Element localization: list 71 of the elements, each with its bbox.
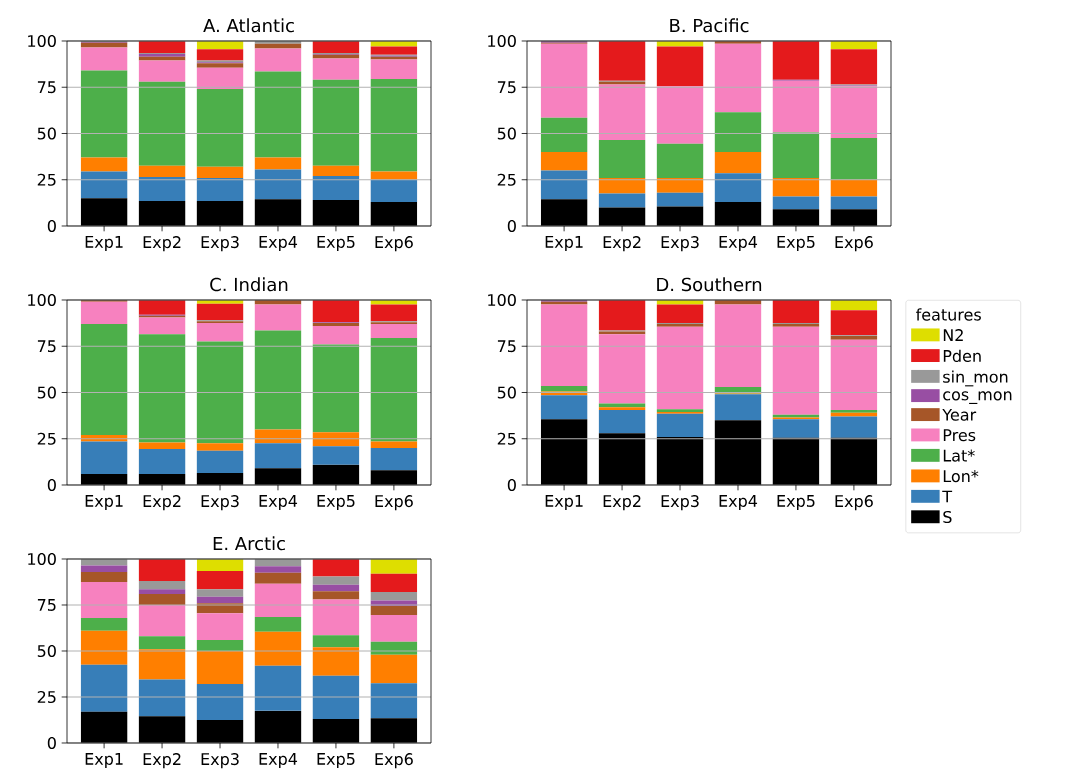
x-tick-label: Exp6 [835,495,873,511]
y-tick-label: 100 [28,552,56,566]
x-tick-label: Exp1 [85,236,123,252]
x-tick-label: Exp2 [143,753,181,769]
legend-label: N2 [943,329,963,341]
x-tick-label: Exp1 [85,753,123,769]
x-tick-label: Exp5 [777,236,815,252]
x-tick-label: Exp4 [719,495,758,511]
y-tick-label: 75 [497,340,516,353]
chart-title: D. Southern [657,277,762,292]
x-tick-label: Exp3 [201,495,239,511]
y-tick-label: 0 [47,736,56,750]
x-tick-label: Exp4 [259,236,298,252]
y-tick-label: 75 [37,81,56,94]
chart-title: E. Arctic [213,536,285,551]
legend-label: cos_mon [943,391,1012,404]
y-tick-label: 100 [488,293,516,307]
x-tick-label: Exp3 [201,753,239,769]
legend-label: T [942,490,953,503]
legend-label: Pres [943,429,976,442]
y-tick-label: 25 [497,432,516,445]
y-tick-label: 25 [37,432,56,445]
x-tick-label: Exp3 [661,495,699,511]
chart-title: B. Pacific [670,18,749,33]
y-tick-label: 50 [497,386,516,399]
y-tick-label: 0 [507,478,516,492]
legend-label: Lon* [943,470,979,483]
x-tick-label: Exp1 [545,236,583,252]
y-tick-label: 0 [507,219,516,233]
y-tick-label: 75 [37,340,56,353]
legend-label: Pden [943,349,981,363]
x-tick-label: Exp6 [835,236,873,252]
y-tick-label: 75 [37,599,56,611]
chart-title: A. Atlantic [203,18,294,33]
x-tick-label: Exp4 [259,495,298,511]
x-tick-label: Exp3 [661,236,699,252]
y-tick-label: 50 [37,127,56,140]
x-tick-label: Exp5 [317,495,355,511]
x-tick-label: Exp2 [143,236,181,252]
legend-label: sin_mon [943,370,1008,387]
legend-label: Year [942,408,977,421]
legend-label: S [943,510,952,524]
legend-title: features [915,308,981,321]
y-tick-label: 25 [497,173,516,186]
y-tick-label: 0 [47,219,56,233]
y-tick-label: 100 [488,34,516,48]
x-tick-label: Exp5 [317,236,355,252]
y-tick-label: 50 [37,386,56,399]
y-tick-label: 50 [497,127,516,140]
x-tick-label: Exp6 [375,495,413,511]
x-tick-label: Exp2 [143,495,181,511]
x-tick-label: Exp4 [259,753,298,769]
x-tick-label: Exp2 [603,236,641,252]
y-tick-label: 0 [47,478,56,492]
x-tick-label: Exp1 [545,495,583,511]
x-tick-label: Exp5 [317,753,355,769]
x-tick-label: Exp5 [777,495,815,511]
y-tick-label: 100 [28,34,56,48]
x-tick-label: Exp3 [201,236,239,252]
x-tick-label: Exp1 [85,495,123,511]
y-tick-label: 50 [37,644,56,658]
y-tick-label: 75 [497,81,516,94]
y-tick-label: 25 [37,690,56,704]
y-tick-label: 25 [37,173,56,186]
x-tick-label: Exp2 [603,495,641,511]
x-tick-label: Exp6 [375,236,413,252]
x-tick-label: Exp6 [375,753,413,769]
x-tick-label: Exp4 [719,236,758,252]
legend-label: Lat* [943,449,975,462]
chart-title: C. Indian [210,277,288,292]
y-tick-label: 100 [28,293,56,307]
